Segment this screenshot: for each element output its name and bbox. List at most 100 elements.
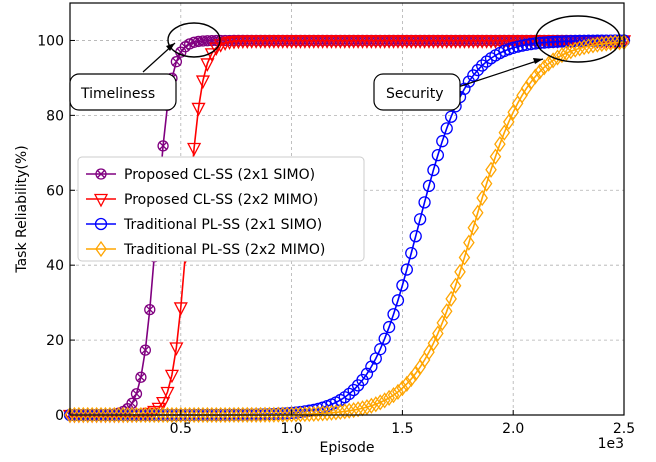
- data-point: [436, 314, 449, 331]
- data-point: [223, 406, 236, 424]
- data-point: [104, 406, 116, 424]
- data-point: [143, 406, 156, 424]
- data-point: [476, 189, 488, 207]
- data-point: [476, 59, 489, 72]
- data-point: [365, 397, 378, 414]
- data-point: [294, 406, 307, 423]
- data-point: [126, 406, 138, 424]
- data-point: [68, 406, 81, 424]
- data-point: [237, 406, 249, 424]
- data-point: [330, 404, 342, 421]
- data-point: [285, 406, 298, 423]
- data-point: [418, 196, 431, 209]
- data-point: [64, 406, 76, 424]
- data-point: [191, 102, 206, 117]
- data-point: [166, 406, 178, 424]
- data-point: [200, 58, 215, 72]
- data-point: [542, 36, 555, 49]
- data-point: [467, 219, 480, 236]
- data-point: [449, 277, 462, 294]
- data-point: [139, 406, 152, 424]
- data-point: [334, 403, 347, 421]
- data-point: [405, 246, 418, 260]
- data-point: [431, 148, 445, 162]
- data-point: [183, 406, 196, 424]
- data-point: [409, 365, 422, 382]
- legend-item: Traditional PL-SS (2x1 SIMO): [86, 217, 322, 233]
- security-arrow: [457, 58, 544, 88]
- data-point: [520, 38, 533, 51]
- data-point: [347, 401, 360, 419]
- data-point: [600, 35, 613, 52]
- data-point: [164, 369, 180, 384]
- data-point: [245, 406, 258, 423]
- data-point: [232, 406, 245, 424]
- x-tick-label: 1.5: [391, 421, 413, 437]
- data-point: [383, 389, 395, 407]
- data-point: [303, 405, 316, 423]
- data-point: [565, 43, 577, 60]
- data-point: [144, 303, 156, 316]
- data-point: [99, 406, 112, 424]
- x-tick-label: 0.5: [170, 421, 192, 437]
- y-tick-label: 20: [46, 333, 64, 349]
- data-point: [498, 124, 511, 141]
- data-point: [90, 406, 103, 424]
- y-tick-label: 100: [37, 33, 64, 49]
- data-point: [578, 39, 590, 56]
- data-point: [187, 142, 202, 157]
- data-point: [321, 404, 333, 422]
- data-point: [356, 373, 369, 387]
- data-point: [86, 406, 98, 424]
- data-point: [299, 406, 311, 423]
- data-point: [81, 406, 94, 424]
- data-point: [596, 35, 608, 53]
- data-point: [587, 37, 599, 54]
- security-ellipse: [535, 15, 621, 63]
- y-axis-label: Task Reliability(%): [14, 145, 30, 273]
- data-point: [427, 335, 440, 352]
- data-point: [560, 44, 573, 62]
- data-point: [378, 332, 391, 345]
- data-point: [312, 405, 324, 422]
- data-point: [130, 406, 143, 424]
- legend-label: Traditional PL-SS (2x1 SIMO): [123, 217, 322, 233]
- data-point: [169, 342, 184, 356]
- data-point: [73, 406, 85, 424]
- security-label: Security: [386, 86, 444, 102]
- data-point: [281, 406, 293, 423]
- data-point: [175, 406, 187, 424]
- timeliness-ellipse: [167, 22, 221, 58]
- data-point: [188, 406, 200, 424]
- data-point: [316, 405, 329, 422]
- legend-item: Proposed CL-SS (2x1 SIMO): [86, 167, 315, 183]
- data-point: [409, 230, 422, 243]
- data-point: [458, 249, 471, 266]
- data-point: [613, 34, 626, 51]
- timeliness-label: Timeliness: [80, 86, 155, 102]
- data-point: [360, 367, 374, 380]
- data-point: [370, 396, 382, 413]
- legend-label: Proposed CL-SS (2x2 MIMO): [124, 192, 318, 208]
- data-point: [604, 34, 617, 52]
- data-point: [542, 55, 555, 72]
- security-box: [373, 73, 461, 111]
- data-point: [325, 404, 338, 421]
- data-point: [564, 35, 577, 48]
- data-point: [157, 406, 169, 424]
- data-point: [427, 163, 440, 177]
- x-tick-label: 2.0: [502, 421, 524, 437]
- data-point: [254, 406, 267, 423]
- data-point: [259, 406, 271, 423]
- data-point: [520, 80, 533, 97]
- data-point: [538, 59, 551, 76]
- data-point: [396, 380, 409, 397]
- x-axis-label: Episode: [320, 440, 375, 456]
- y-tick-label: 60: [46, 183, 64, 199]
- data-point: [547, 52, 559, 69]
- data-point: [392, 383, 404, 400]
- data-point: [130, 388, 143, 400]
- legend-label: Proposed CL-SS (2x1 SIMO): [124, 167, 315, 183]
- data-point: [272, 406, 285, 423]
